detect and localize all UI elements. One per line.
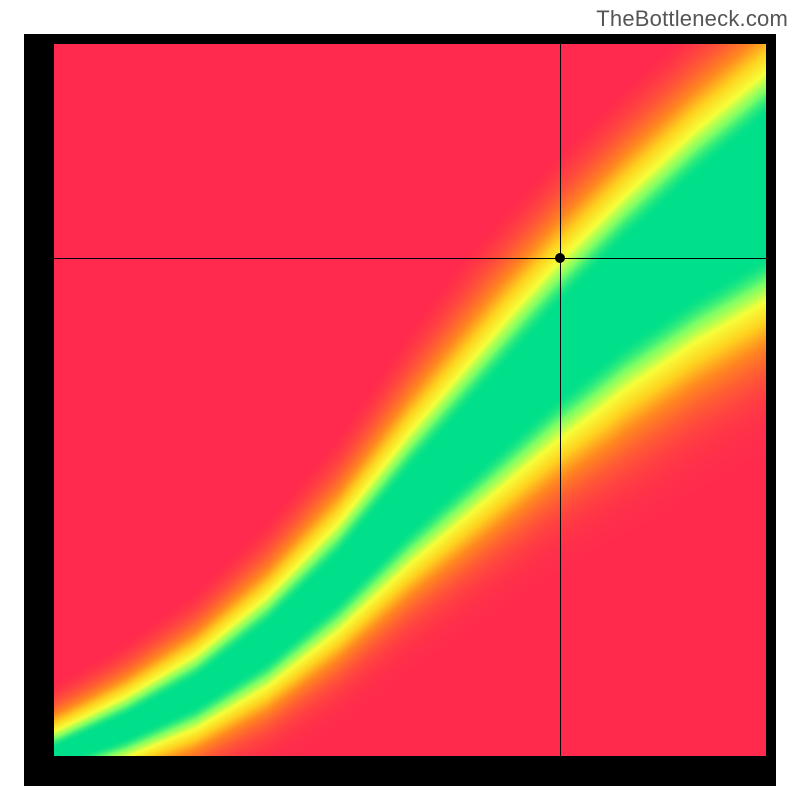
heatmap-plot [54,44,766,756]
watermark-text: TheBottleneck.com [596,6,788,32]
chart-frame [24,34,776,786]
heatmap-canvas [54,44,766,756]
